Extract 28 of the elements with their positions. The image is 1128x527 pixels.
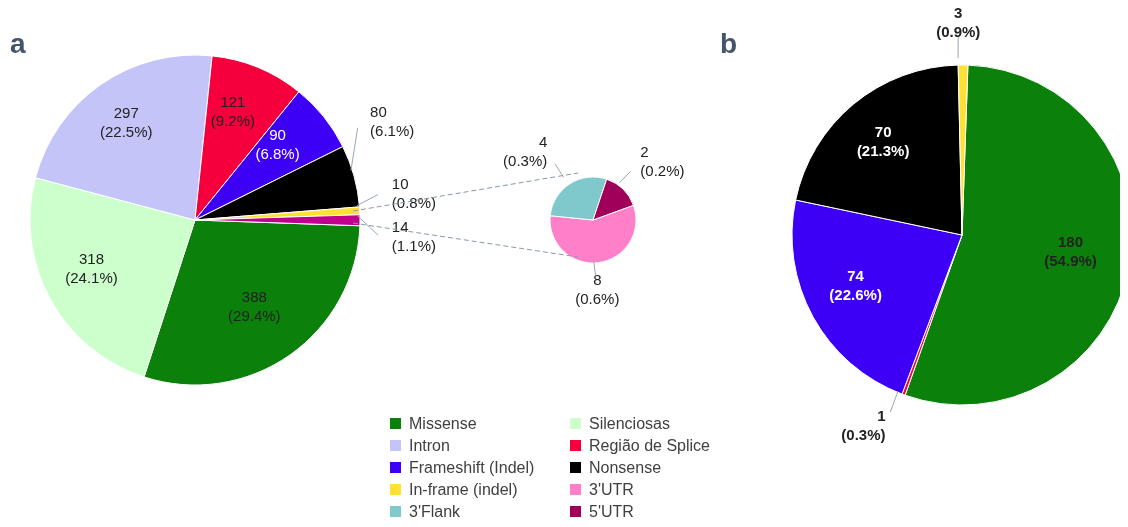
data-label: 10 (0.8%) [391, 174, 436, 211]
data-label: 14 (1.1%) [391, 218, 437, 255]
legend-label: Nonsense [588, 458, 663, 477]
data-label: 388 (29.4%) [228, 288, 281, 325]
data-label: 3 (0.9%) [936, 3, 981, 40]
data-label: 1 (0.3%) [841, 406, 886, 443]
data-label: 180 (54.9%) [1044, 233, 1097, 270]
legend-label: 3'Flank [408, 502, 462, 521]
legend-label: In-frame (indel) [408, 480, 519, 499]
legend-label: Intron [408, 436, 451, 455]
data-label: 74 (22.6%) [829, 267, 882, 304]
text: b [720, 28, 738, 60]
data-label: 70 (21.3%) [856, 122, 910, 159]
data-label: 121 (9.2%) [210, 92, 255, 129]
data-label: 2 (0.2%) [640, 142, 685, 179]
data-label: 80 (6.1%) [370, 102, 415, 139]
data-label: 8 (0.6%) [575, 270, 620, 307]
legend-label: Missense [408, 414, 478, 433]
chart-title: a [10, 28, 26, 60]
legend-label: 5'UTR [588, 502, 635, 521]
legend-label: 3'UTR [588, 480, 635, 499]
data-label: 4 (0.3%) [503, 133, 548, 170]
legend-label: Região de Splice [588, 436, 711, 455]
legend-label: Silenciosas [588, 414, 671, 433]
data-label: 297 (22.5%) [100, 104, 153, 141]
legend-label: Frameshift (Indel) [408, 458, 536, 477]
data-label: 318 (24.1%) [65, 250, 118, 287]
data-label: 90 (6.8%) [255, 126, 300, 163]
